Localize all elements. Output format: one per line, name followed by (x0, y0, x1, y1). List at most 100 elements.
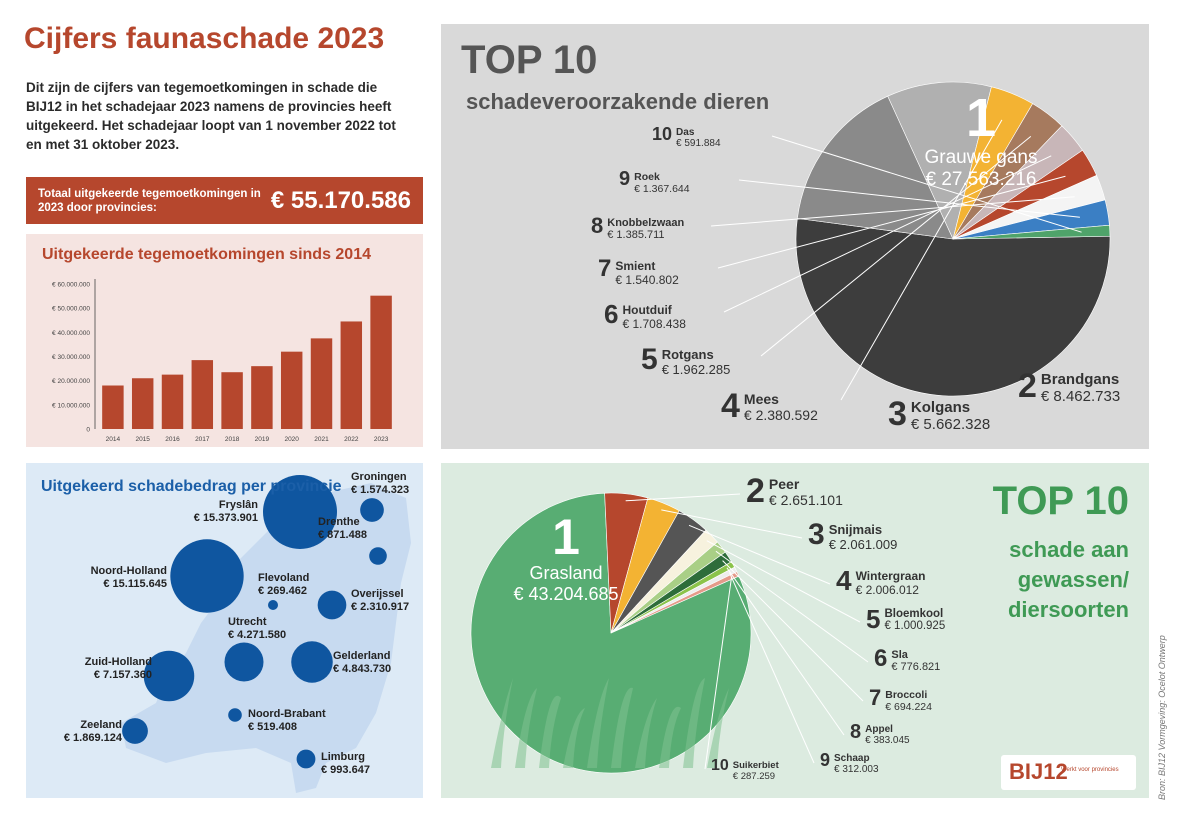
province-label: Groningen € 1.574.323 (351, 471, 409, 497)
animals-title: TOP 10 (461, 38, 598, 82)
province-value: € 15.373.901 (193, 512, 258, 524)
province-map (121, 475, 411, 793)
crop-value: € 1.000.925 (884, 620, 946, 632)
province-name: Limburg (321, 751, 365, 763)
rank-number: 10 (652, 124, 673, 144)
crop-name: Schaap (834, 753, 870, 764)
leader-line (704, 576, 733, 770)
crop-value: € 2.006.012 (855, 583, 919, 597)
bubble-fryslân (263, 475, 337, 549)
crop-name: Bloemkool (884, 608, 944, 620)
animal-name: Brandgans (1040, 371, 1120, 388)
grass-blade-icon (515, 688, 537, 768)
crop-name: Sla (891, 649, 908, 661)
province-label: Zuid-Holland € 7.157.360 (66, 656, 152, 682)
province-name: Overijssel (351, 588, 404, 600)
bubble-drenthe (369, 547, 387, 565)
province-value: € 1.574.323 (351, 484, 410, 496)
crop-label-8: 8 Appel € 383.045 (850, 721, 910, 746)
bar-chart-title: Uitgekeerde tegemoetkomingen sinds 2014 (42, 246, 371, 263)
bar-2020 (280, 351, 303, 429)
y-tick-label: € 10.000.000 (52, 402, 90, 409)
province-name: Utrecht (228, 616, 267, 628)
rank-number: 9 (820, 750, 831, 770)
crop-value: € 287.259 (732, 771, 776, 782)
animal-name: Grauwe gans (924, 147, 1038, 168)
bubble-utrecht (224, 642, 264, 682)
bubble-gelderland (291, 641, 333, 683)
crop-label-5: 5 Bloemkool € 1.000.925 (866, 605, 945, 633)
crop-slice-suikerbiet (610, 571, 740, 634)
rank-number: 5 (866, 604, 881, 634)
page-title: Cijfers faunaschade 2023 (24, 22, 385, 55)
leader-line (661, 509, 803, 539)
province-label: Limburg € 993.647 (321, 751, 370, 777)
leader-line (729, 572, 815, 764)
crop-label-1: 1 Grasland € 43.204.685 (491, 511, 641, 605)
province-name: Gelderland (333, 650, 391, 662)
crop-text: Peer € 2.651.101 (769, 473, 843, 508)
leader-line (722, 560, 864, 702)
bar-chart-panel: 0 € 10.000.000 € 20.000.000 € 30.000.000 € 4… (26, 234, 423, 447)
x-tick-label: 2018 (225, 436, 240, 443)
province-label: Noord-Holland € 15.115.645 (71, 565, 167, 591)
animals-subtitle: schadeveroorzakende dieren (466, 89, 770, 114)
province-panel: Uitgekeerd schadebedrag per provincie Gr… (26, 463, 423, 798)
animal-name: Smient (615, 259, 656, 273)
animal-value: € 1.540.802 (615, 273, 679, 287)
rank-number: 6 (604, 299, 619, 329)
animals-pie-chart (710, 81, 1111, 401)
province-label: Utrecht € 4.271.580 (228, 616, 286, 642)
leader-line (726, 567, 845, 736)
province-label: Zeeland € 1.869.124 (46, 719, 122, 745)
province-value: € 4.843.730 (333, 663, 392, 675)
crop-name: Wintergraan (855, 569, 926, 583)
bar-2017 (191, 360, 214, 429)
x-tick-label: 2016 (165, 436, 180, 443)
crop-text: Bloemkool € 1.000.925 (884, 605, 945, 632)
animal-value: € 591.884 (676, 138, 721, 149)
rank-number: 8 (591, 213, 604, 238)
animal-value: € 1.385.711 (607, 229, 665, 241)
rank-number: 10 (711, 757, 729, 774)
rank-number: 2 (1018, 367, 1037, 405)
animal-name: Houtduif (622, 303, 672, 317)
animal-value: € 5.662.328 (910, 416, 991, 433)
province-value: € 871.488 (318, 529, 367, 541)
bubble-overijssel (317, 590, 347, 620)
province-label: Gelderland € 4.843.730 (333, 650, 391, 676)
animal-slice-kolgans (887, 81, 992, 240)
leader-line (715, 550, 869, 663)
crop-text: Wintergraan € 2.006.012 (856, 566, 926, 597)
credits: Bron: BIJ12 Vormgeving: Ocelot Ontwerp (1157, 635, 1167, 800)
animal-slice-grauwe-gans (795, 218, 1111, 397)
bubble-groningen (360, 498, 384, 522)
bubble-noord-brabant (228, 708, 242, 722)
province-name: Drenthe (318, 516, 360, 528)
leader-line (738, 179, 1080, 218)
x-tick-label: 2022 (344, 436, 359, 443)
province-value: € 1.869.124 (63, 732, 122, 744)
crop-label-9: 9 Schaap € 312.003 (820, 750, 879, 775)
bar-2021 (310, 338, 333, 429)
netherlands-map-shape (121, 483, 411, 793)
animal-name: Das (676, 127, 695, 138)
leader-line (688, 524, 831, 585)
province-label: Fryslân € 15.373.901 (188, 499, 258, 525)
animal-value: € 1.367.644 (634, 183, 690, 195)
animal-text: Mees € 2.380.592 (744, 388, 818, 423)
bar-2018 (221, 372, 243, 429)
animal-text: Smient € 1.540.802 (615, 256, 678, 287)
animal-text: Roek € 1.367.644 (634, 168, 689, 195)
bij12-logo: BIJ12 Werkt voor provincies (1001, 755, 1136, 790)
crop-value: € 312.003 (834, 764, 879, 775)
rank-number: 1 (552, 509, 580, 565)
bar-2014 (102, 385, 124, 429)
crop-value: € 43.204.685 (513, 584, 619, 604)
crop-label-6: 6 Sla € 776.821 (874, 646, 940, 674)
animal-value: € 1.708.438 (622, 317, 686, 331)
rank-number: 8 (850, 721, 862, 743)
leader-line (771, 135, 1082, 233)
total-label: Totaal uitgekeerde tegemoetkomingen in 2… (38, 188, 261, 214)
